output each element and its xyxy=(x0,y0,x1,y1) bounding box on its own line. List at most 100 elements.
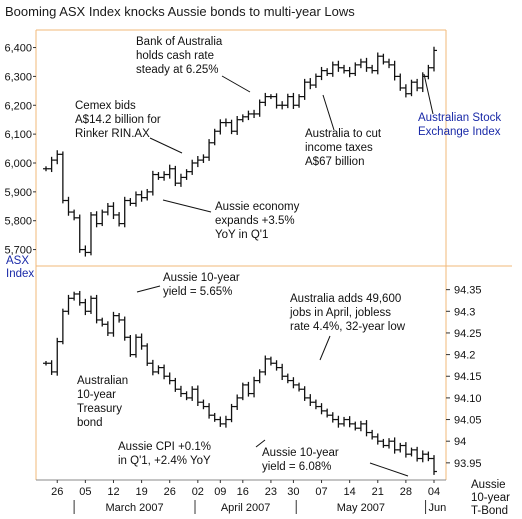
bond-axis-title-line1: Aussie xyxy=(471,479,506,491)
x-tick-label: 04 xyxy=(428,486,440,498)
bond-ohlc-bar xyxy=(217,416,224,427)
svg-text:income taxes: income taxes xyxy=(305,142,373,154)
bond-ohlc-bar xyxy=(324,408,331,418)
asx-ohlc-bar xyxy=(419,72,426,93)
bond-ohlc-bar xyxy=(104,321,111,336)
asx-ohlc-bar xyxy=(43,166,49,172)
chart-title: Booming ASX Index knocks Aussie bonds to… xyxy=(5,4,355,19)
bond-ohlc-bar xyxy=(408,447,415,457)
asx-y-tick-label: 6,300 xyxy=(4,71,32,83)
pointer-tax xyxy=(322,94,335,131)
svg-text:Aussie 10-year: Aussie 10-year xyxy=(163,272,240,284)
asx-y-tick-label: 5,700 xyxy=(4,245,32,257)
bond-y-tick-label: 94.05 xyxy=(454,415,482,427)
bond-y-tick-label: 94.25 xyxy=(454,328,482,340)
bond-series xyxy=(43,290,437,475)
bond-ohlc-bar xyxy=(93,294,100,324)
bond-y-tick-label: 94.2 xyxy=(454,350,475,362)
bond-ohlc-bar xyxy=(312,399,319,410)
bond-ohlc-bar xyxy=(296,382,303,392)
bond-ohlc-bar xyxy=(251,376,258,398)
asx-ohlc-bar xyxy=(54,150,61,165)
bond-ohlc-bar xyxy=(279,363,286,381)
bond-ohlc-bar xyxy=(87,295,94,314)
bond-ohlc-bar xyxy=(363,420,370,437)
annotation-rba: Bank of Australia holds cash rate steady… xyxy=(136,36,223,76)
asx-ohlc-bar xyxy=(161,171,168,181)
svg-text:yield = 5.65%: yield = 5.65% xyxy=(163,286,232,298)
bond-ohlc-bar xyxy=(76,290,83,306)
asx-axis-title-line1: ASX xyxy=(6,255,29,267)
bond-ohlc-bar xyxy=(262,355,269,376)
svg-text:Treasury: Treasury xyxy=(77,403,122,415)
svg-text:yield = 6.08%: yield = 6.08% xyxy=(262,461,331,473)
bond-ohlc-bar xyxy=(290,377,297,389)
bond-ohlc-bar xyxy=(48,360,55,375)
bond-ohlc-bar xyxy=(161,364,168,380)
bond-ohlc-bar xyxy=(267,356,274,366)
bond-y-tick-label: 94.15 xyxy=(454,371,482,383)
asx-ohlc-bar xyxy=(194,155,201,168)
bond-ohlc-bar xyxy=(211,412,218,422)
asx-ohlc-bar xyxy=(341,64,348,74)
pointer-rba xyxy=(221,75,251,93)
bond-ohlc-bar xyxy=(59,308,66,345)
annotation-pointers xyxy=(136,73,434,477)
bond-ohlc-bar xyxy=(110,311,117,337)
pointer-asx-label xyxy=(423,73,434,115)
bond-ohlc-bar xyxy=(138,333,145,350)
pointer-yield-high xyxy=(136,285,161,293)
asx-ohlc-bar xyxy=(296,94,303,108)
annotation-yield-low: Aussie 10-year yield = 6.08% xyxy=(262,447,339,473)
annotation-cemex: Cemex bids A$14.2 billion for Rinker RIN… xyxy=(75,100,161,140)
bond-ohlc-bar xyxy=(234,394,241,410)
bond-ohlc-bar xyxy=(307,394,314,407)
bond-y-tick-label: 94.10 xyxy=(454,393,482,405)
bond-ohlc-bar xyxy=(341,416,348,427)
svg-text:Aussie 10-year: Aussie 10-year xyxy=(262,447,339,459)
bond-ohlc-bar xyxy=(386,438,393,449)
asx-ohlc-bar xyxy=(144,188,151,201)
bond-ohlc-bar xyxy=(352,421,359,431)
asx-ohlc-bar xyxy=(380,53,387,65)
asx-ohlc-bar xyxy=(87,212,94,256)
svg-text:Aussie economy: Aussie economy xyxy=(215,201,300,213)
month-label: May 2007 xyxy=(337,502,385,514)
asx-ohlc-bar xyxy=(346,66,353,78)
bond-y-tick-label: 93.95 xyxy=(454,458,482,470)
bond-ohlc-bar xyxy=(374,433,381,445)
asx-ohlc-bar xyxy=(211,128,218,146)
asx-y-tick-label: 6,000 xyxy=(4,158,32,170)
bond-ohlc-bar xyxy=(65,294,72,315)
asx-ohlc-bar xyxy=(200,154,207,163)
asx-ohlc-bar xyxy=(217,119,224,135)
asx-ohlc-bar xyxy=(76,214,83,253)
annotation-economy: Aussie economy expands +3.5% YoY in Q'1 xyxy=(215,201,300,241)
bond-y-tick-label: 94.3 xyxy=(454,306,475,318)
asx-ohlc-bar xyxy=(329,61,336,77)
bond-ohlc-bar xyxy=(172,377,179,392)
svg-text:rate 4.4%, 32-year low: rate 4.4%, 32-year low xyxy=(290,321,406,333)
bond-ohlc-bar xyxy=(335,415,342,428)
bond-ohlc-bar xyxy=(206,403,213,419)
asx-ohlc-bar xyxy=(431,46,437,72)
asx-ohlc-bar xyxy=(189,159,196,175)
asx-ohlc-bar xyxy=(386,58,393,69)
svg-text:Aussie CPI +0.1%: Aussie CPI +0.1% xyxy=(118,441,211,453)
svg-text:Rinker RIN.AX: Rinker RIN.AX xyxy=(75,128,150,140)
asx-ohlc-bar xyxy=(273,93,280,109)
svg-text:steady at 6.25%: steady at 6.25% xyxy=(136,64,218,76)
svg-text:Australian Stock: Australian Stock xyxy=(418,112,501,124)
asx-ohlc-bar xyxy=(290,92,297,109)
asx-ohlc-bar xyxy=(318,66,325,81)
asx-ohlc-bar xyxy=(222,118,229,127)
asx-ohlc-bar xyxy=(284,93,291,109)
bond-ohlc-bar xyxy=(245,381,252,397)
asx-ohlc-bar xyxy=(177,173,184,187)
svg-text:bond: bond xyxy=(77,417,103,429)
bond-ohlc-bar xyxy=(380,438,387,448)
bond-y-axis: 94.35 94.3 94.25 94.2 94.15 94.10 94.05 94 93.95 xyxy=(446,285,482,470)
asx-ohlc-bar xyxy=(104,202,111,216)
bond-series-label: Australian 10-year Treasury bond xyxy=(77,375,128,429)
bond-ohlc-bar xyxy=(116,312,123,323)
